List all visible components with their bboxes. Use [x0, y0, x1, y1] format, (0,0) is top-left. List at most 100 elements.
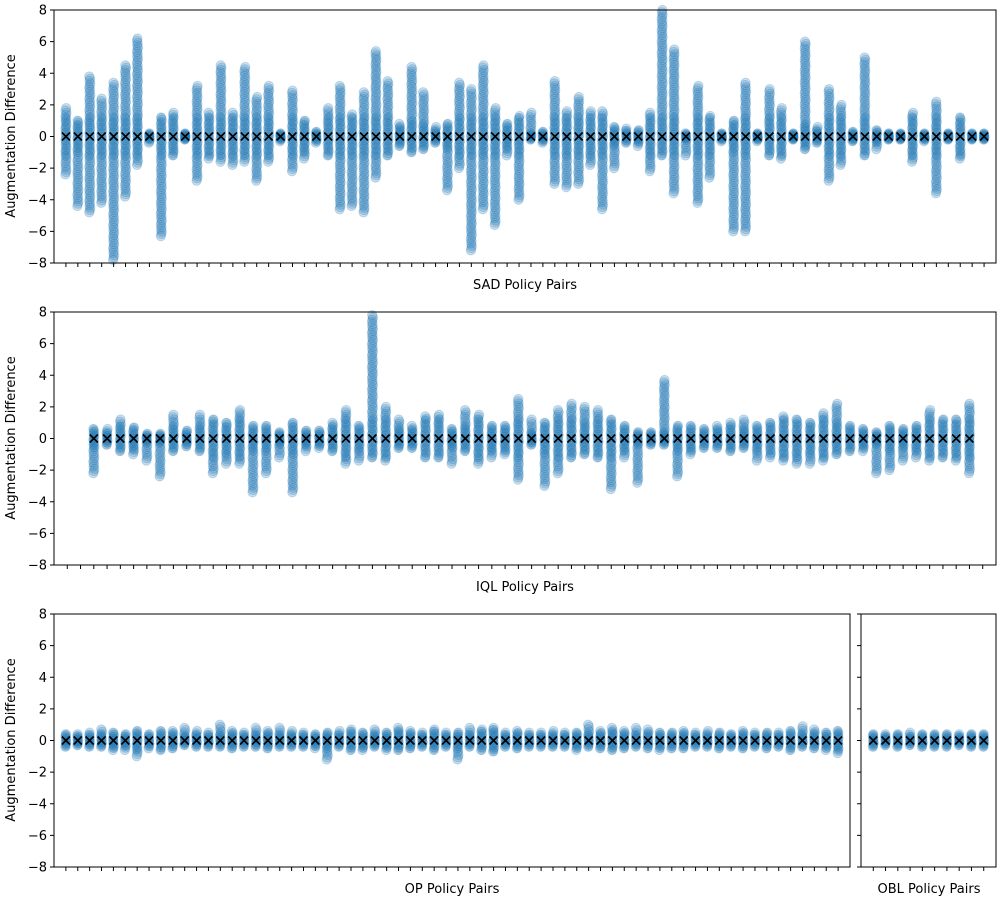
- sad-sample-point: [96, 172, 107, 184]
- sad-pair-34: [453, 77, 466, 174]
- sad-sample-point: [108, 200, 119, 211]
- sad-sample-point: [144, 135, 154, 145]
- sad-sample-point: [192, 114, 203, 125]
- sad-sample-point: [72, 158, 84, 169]
- sad-sample-point: [203, 112, 214, 123]
- sad-pair-6: [119, 60, 132, 202]
- sad-sample-point: [419, 119, 429, 129]
- iql-sample-point: [699, 424, 709, 434]
- sad-sample-point: [96, 179, 107, 190]
- sad-sample-point: [108, 207, 119, 218]
- sad-sample-point: [84, 200, 95, 211]
- sad-sample-point: [60, 144, 72, 155]
- iql-sample-point: [341, 414, 351, 425]
- sad-sample-point: [776, 102, 787, 114]
- sad-pair-75: [942, 128, 954, 145]
- sad-sample-point: [156, 143, 167, 154]
- sad-sample-point: [144, 133, 154, 143]
- sad-sample-point: [120, 76, 131, 87]
- sad-pair-18: [263, 80, 275, 167]
- sad-sample-point: [120, 122, 131, 132]
- iql-sample-point: [739, 424, 749, 434]
- iql-sample-point: [381, 414, 391, 425]
- sad-sample-point: [120, 143, 131, 155]
- sad-sample-point: [108, 184, 119, 195]
- sad-pair-71: [895, 128, 907, 145]
- sad-sample-point: [73, 123, 83, 134]
- sad-sample-point: [156, 217, 167, 228]
- sad-sample-point: [132, 157, 143, 168]
- sad-sample-point: [132, 116, 143, 128]
- sad-sample-point: [72, 160, 83, 171]
- iql-pair-35: [539, 417, 551, 492]
- sad-sample-point: [72, 198, 83, 209]
- sad-mean-marker: [120, 131, 131, 142]
- iql-pair-34: [526, 414, 538, 450]
- sad-sample-point: [800, 119, 810, 129]
- sad-sample-point: [108, 166, 119, 177]
- iql-sample-point: [580, 418, 590, 428]
- sad-sample-point: [85, 191, 96, 202]
- sad-sample-point: [252, 112, 262, 123]
- sad-sample-point: [108, 247, 119, 259]
- sad-sample-point: [73, 185, 84, 196]
- sad-sample-point: [120, 114, 131, 125]
- sad-sample-point: [132, 62, 143, 73]
- sad-pair-43: [561, 106, 573, 193]
- sad-sample-point: [108, 157, 119, 168]
- sad-sample-point: [120, 150, 131, 161]
- sad-sample-point: [203, 151, 215, 162]
- sad-sample-point: [84, 82, 95, 93]
- sad-sample-point: [132, 105, 143, 116]
- sad-sample-point: [203, 142, 214, 153]
- sad-sample-point: [215, 105, 226, 116]
- sad-sample-point: [156, 228, 167, 239]
- sad-sample-point: [347, 112, 357, 123]
- iql-sample-point: [248, 421, 258, 431]
- sad-sample-point: [358, 87, 369, 98]
- sad-sample-point: [108, 82, 119, 93]
- sad-pair-46: [596, 106, 609, 215]
- sad-sample-point: [73, 129, 84, 140]
- sad-sample-point: [120, 60, 131, 71]
- sad-sample-point: [191, 141, 202, 152]
- sad-sample-point: [109, 79, 120, 91]
- sad-sample-point: [61, 141, 72, 153]
- sad-sample-point: [573, 91, 585, 103]
- sad-sample-point: [168, 141, 178, 151]
- sad-sample-point: [418, 87, 429, 98]
- sad-sample-point: [191, 107, 202, 119]
- sad-sample-point: [192, 150, 202, 161]
- sad-sample-point: [108, 84, 119, 95]
- sad-sample-point: [72, 191, 84, 203]
- sad-sample-point: [931, 112, 941, 123]
- sad-sample-point: [72, 182, 83, 194]
- sad-sample-point: [96, 129, 107, 140]
- sad-sample-point: [73, 196, 84, 207]
- sad-sample-point: [203, 116, 215, 128]
- sad-sample-point: [215, 93, 226, 105]
- sad-sample-point: [168, 145, 179, 157]
- sad-sample-point: [73, 117, 84, 129]
- sad-pair-29: [394, 118, 406, 152]
- iql-sample-point: [182, 425, 192, 436]
- sad-sample-point: [143, 137, 154, 148]
- sad-pair-37: [489, 102, 501, 231]
- sad-sample-point: [645, 112, 655, 123]
- sad-pair-25: [346, 109, 358, 212]
- iql-sample-point: [341, 404, 352, 416]
- sad-sample-point: [215, 156, 226, 167]
- sad-sample-point: [119, 100, 131, 112]
- sad-sample-point: [120, 155, 131, 166]
- sad-sample-point: [168, 148, 179, 159]
- iql-pair-26: [419, 411, 432, 463]
- sad-pair-3: [84, 71, 96, 218]
- sad-sample-point: [96, 177, 108, 188]
- sad-sample-point: [192, 146, 202, 156]
- sad-y-tick-label: 4: [39, 67, 47, 82]
- sad-sample-point: [705, 112, 715, 123]
- sad-sample-point: [359, 112, 369, 123]
- sad-sample-point: [96, 166, 108, 177]
- sad-sample-point: [108, 177, 119, 188]
